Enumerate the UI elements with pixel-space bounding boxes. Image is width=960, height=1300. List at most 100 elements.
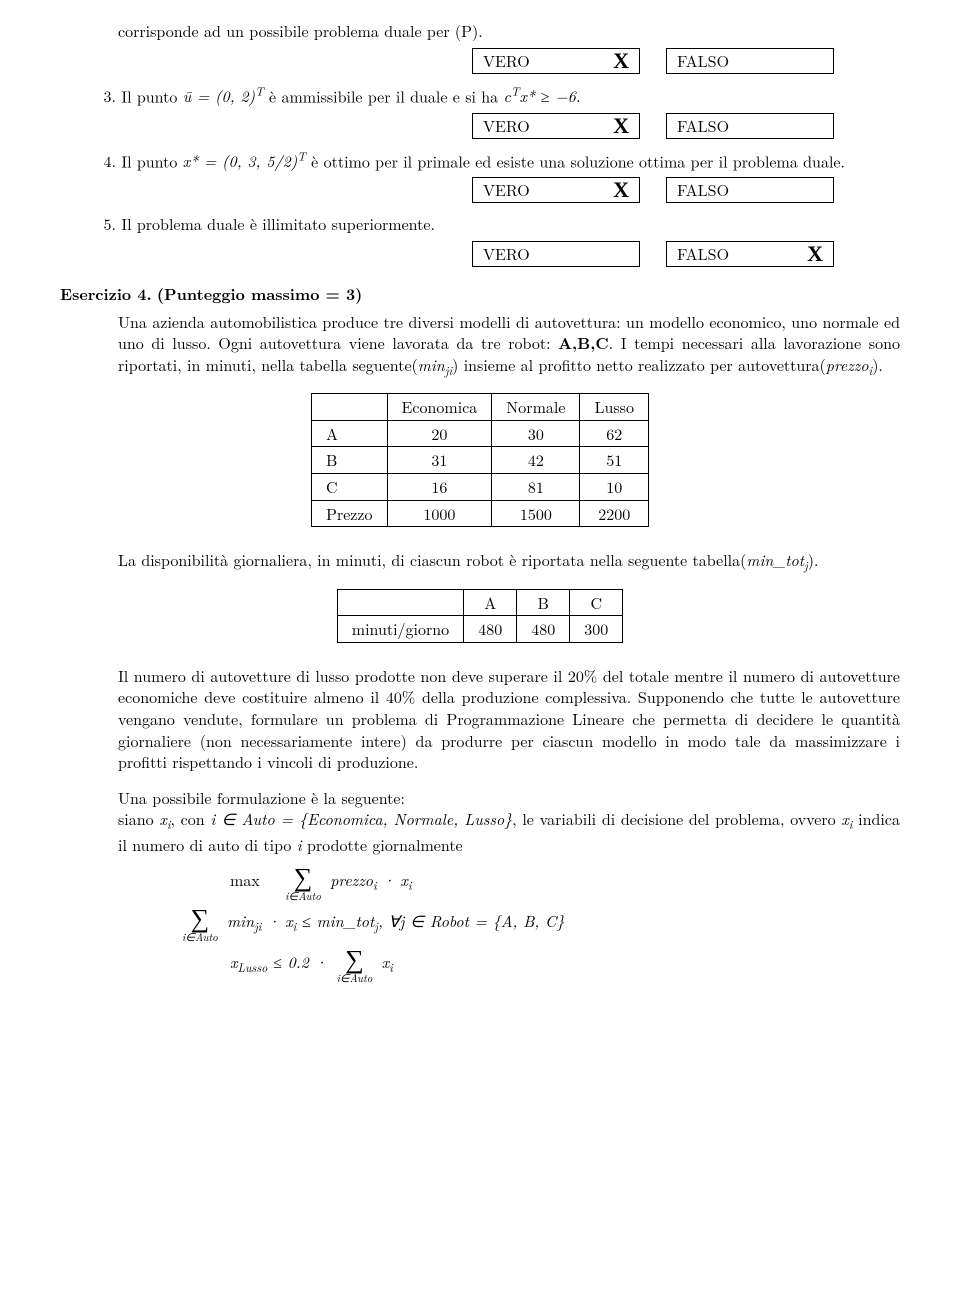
cell: minuti/giorno	[337, 616, 463, 643]
cell: 42	[492, 447, 580, 474]
table-row: minuti/giorno 480 480 300	[337, 616, 622, 643]
xi: xi	[159, 807, 170, 830]
p1d: ).	[872, 353, 883, 376]
obj-line: max ∑i∈Auto prezzoi · xi	[230, 861, 900, 902]
xi2: xi	[841, 807, 852, 830]
p4b1: siano	[118, 807, 159, 830]
falso-label: FALSO	[677, 113, 729, 139]
cell: 16	[387, 473, 492, 500]
p2a: La disponibilità giornaliera, in minuti,…	[118, 548, 746, 571]
c2-lhs: xLusso ≤ 0.2 ·	[230, 950, 333, 973]
q5-text: Il problema duale è illimitato superiorm…	[121, 212, 435, 235]
minji: minji	[418, 353, 452, 376]
cell: B	[517, 589, 570, 616]
x-mark: X	[613, 113, 629, 139]
vero-box: VERO X	[472, 48, 640, 74]
falso-box: FALSO	[666, 113, 834, 139]
q4: 4. Il punto x* = (0, 3, 5/2)T è ottimo p…	[60, 149, 900, 172]
falso-box: FALSO	[666, 48, 834, 74]
vero-label: VERO	[483, 113, 530, 139]
q5: 5. Il problema duale è illimitato superi…	[60, 213, 900, 235]
para3: Il numero di autovetture di lusso prodot…	[118, 665, 900, 773]
table-row: Economica Normale Lusso	[312, 394, 649, 421]
cell: Prezzo	[312, 500, 387, 527]
table1: Economica Normale Lusso A 20 30 62 B 31 …	[311, 393, 649, 527]
cell: 31	[387, 447, 492, 474]
cell: A	[464, 589, 517, 616]
cell: C	[312, 473, 387, 500]
table-row: Prezzo 1000 1500 2200	[312, 500, 649, 527]
falso-label: FALSO	[677, 177, 729, 203]
vf-row-q5: VERO FALSO X	[60, 241, 900, 267]
q3-t1: Il punto	[121, 84, 182, 107]
q4-x: x* = (0, 3, 5/2)T	[183, 149, 306, 172]
c2-line: xLusso ≤ 0.2 · ∑i∈Auto xi	[230, 943, 900, 984]
cell: 81	[492, 473, 580, 500]
vf-row-q3: VERO X FALSO	[60, 113, 900, 139]
c1-forall: , ∀j ∈ Robot = {A, B, C}	[378, 909, 565, 932]
esercizio-title: Esercizio 4. (Punteggio massimo = 3)	[60, 283, 900, 305]
cell	[337, 589, 463, 616]
falso-label: FALSO	[677, 48, 729, 74]
p4b3: , le variabili di decisione del problema…	[512, 807, 841, 830]
vero-box: VERO X	[472, 177, 640, 203]
obj-term: prezzoi · xi	[330, 868, 411, 891]
t1-h0	[312, 394, 387, 421]
q3-ineq: cTx* ≥ −6.	[504, 84, 581, 107]
falso-box: FALSO X	[666, 241, 834, 267]
table-row: A 20 30 62	[312, 420, 649, 447]
esercizio-para1: Una azienda automobilistica produce tre …	[118, 311, 900, 380]
sum-icon: ∑i∈Auto	[285, 863, 321, 902]
vero-label: VERO	[483, 48, 530, 74]
cell: B	[312, 447, 387, 474]
cell: 1500	[492, 500, 580, 527]
vero-label: VERO	[483, 177, 530, 203]
t1-h1: Economica	[387, 394, 492, 421]
q3-t2: è ammissibile per il duale e si ha	[264, 84, 504, 107]
q4-t1: Il punto	[121, 149, 182, 172]
table-row: A B C	[337, 589, 622, 616]
cell: 62	[580, 420, 649, 447]
esercizio-score: (Punteggio massimo = 3)	[157, 282, 362, 305]
vf-row-q4: VERO X FALSO	[60, 177, 900, 203]
cell: 300	[570, 616, 623, 643]
p4b5: prodotte giornalmente	[302, 833, 463, 856]
cell: 480	[464, 616, 517, 643]
falso-label: FALSO	[677, 241, 729, 267]
vero-box: VERO	[472, 241, 640, 267]
c1-term: minji · xi ≤ min_totj	[227, 909, 378, 932]
sum-icon: ∑i∈Auto	[337, 945, 373, 984]
t1-h2: Normale	[492, 394, 580, 421]
prezzoi: prezzoi	[826, 353, 872, 376]
sum-icon: ∑i∈Auto	[182, 904, 218, 943]
p4a: Una possibile formulazione è la seguente…	[118, 786, 405, 809]
formula-block: max ∑i∈Auto prezzoi · xi ∑i∈Auto minji ·…	[230, 861, 900, 984]
c1-line: ∑i∈Auto minji · xi ≤ min_totj, ∀j ∈ Robo…	[178, 902, 900, 943]
table-row: B 31 42 51	[312, 447, 649, 474]
q4-t2: è ottimo per il primale ed esiste una so…	[306, 149, 845, 172]
p2b: ).	[808, 548, 819, 571]
robots: A,B,C	[558, 331, 609, 354]
x-mark: X	[807, 241, 823, 267]
vf-row-intro: VERO X FALSO	[60, 48, 900, 74]
cell: 10	[580, 473, 649, 500]
para4: Una possibile formulazione è la seguente…	[118, 787, 900, 856]
cell: 30	[492, 420, 580, 447]
max: max	[230, 868, 260, 891]
c2-xi: xi	[382, 950, 393, 973]
q4-text: Il punto x* = (0, 3, 5/2)T è ottimo per …	[121, 149, 845, 172]
x-mark: X	[613, 48, 629, 74]
q4-num: 4.	[90, 150, 116, 172]
p4b2: , con	[171, 807, 211, 830]
esercizio-label: Esercizio 4.	[60, 282, 152, 305]
vero-box: VERO X	[472, 113, 640, 139]
cell: 480	[517, 616, 570, 643]
t1-h3: Lusso	[580, 394, 649, 421]
cell: C	[570, 589, 623, 616]
mintot: min_totj	[746, 548, 807, 571]
table2: A B C minuti/giorno 480 480 300	[337, 589, 623, 643]
cell: A	[312, 420, 387, 447]
vero-label: VERO	[483, 241, 530, 267]
q3-text: Il punto ū = (0, 2)T è ammissibile per i…	[121, 84, 580, 107]
q3-num: 3.	[90, 85, 116, 107]
